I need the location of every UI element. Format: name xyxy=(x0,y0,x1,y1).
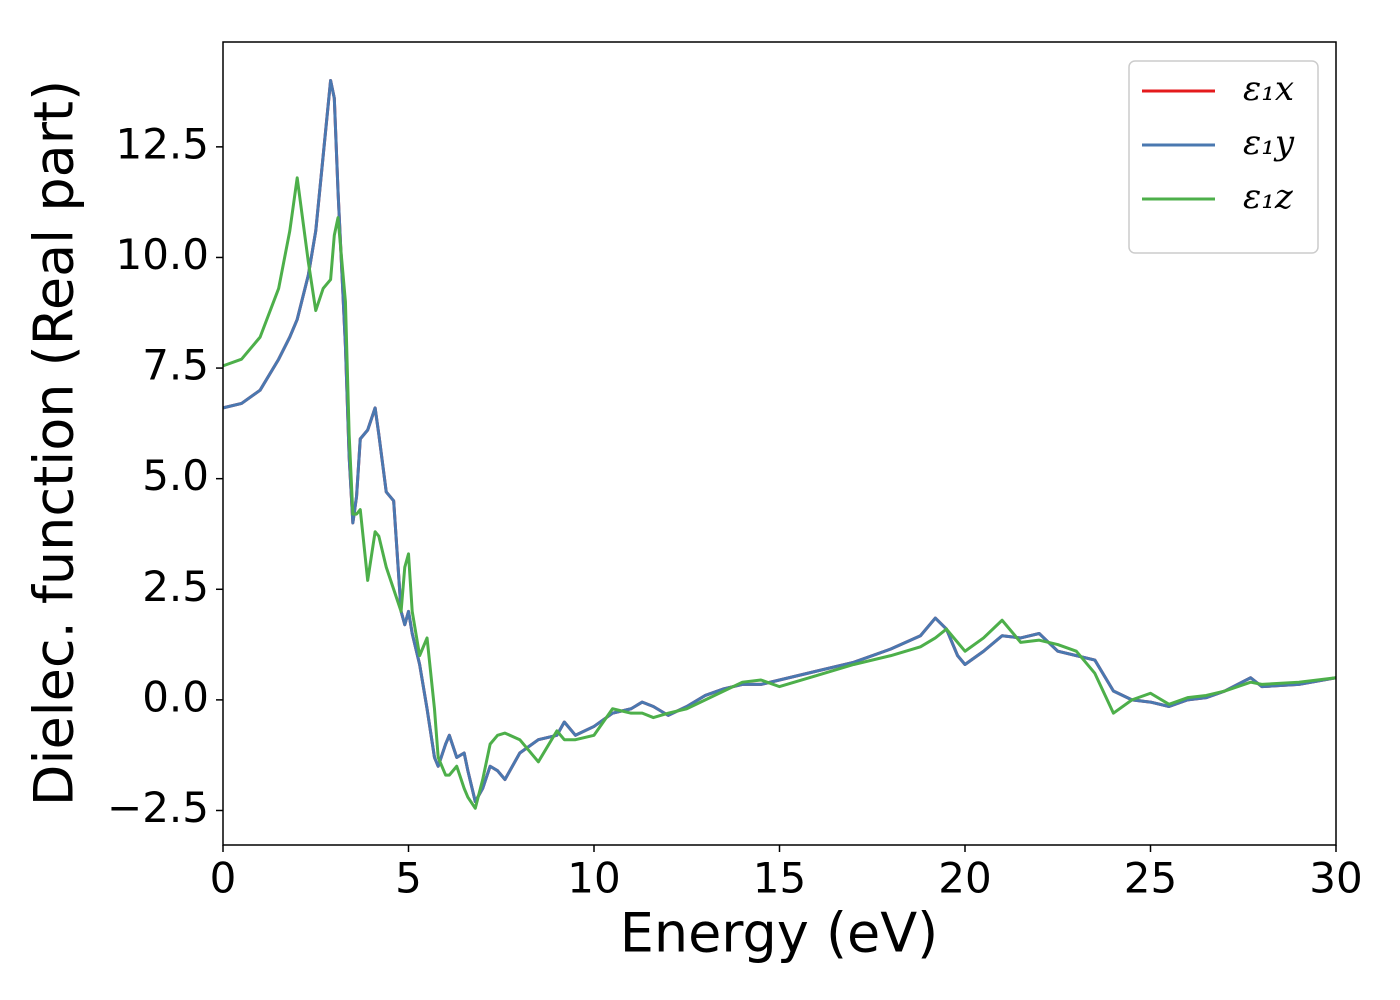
y-tick-label: 5.0 xyxy=(142,451,209,500)
y-tick-label: 0.0 xyxy=(142,672,209,721)
legend-label: ε₁y xyxy=(1243,123,1295,163)
x-tick-label: 15 xyxy=(753,854,806,903)
plot-frame xyxy=(222,41,1337,846)
legend-label: ε₁x xyxy=(1243,69,1294,109)
x-tick-label: 10 xyxy=(567,854,620,903)
y-tick-label: 2.5 xyxy=(142,562,209,611)
x-tick-label: 30 xyxy=(1309,854,1362,903)
legend-box xyxy=(1128,60,1319,254)
legend-label: ε₁z xyxy=(1243,177,1294,217)
y-tick-label: −2.5 xyxy=(107,783,209,832)
x-tick-label: 20 xyxy=(938,854,991,903)
x-tick-label: 25 xyxy=(1124,854,1177,903)
y-tick-label: 7.5 xyxy=(142,341,209,390)
x-tick-label: 5 xyxy=(395,854,422,903)
x-tick-label: 0 xyxy=(210,854,237,903)
y-tick-label: 10.0 xyxy=(115,230,209,279)
series-line xyxy=(222,176,1337,810)
x-axis-label: Energy (eV) xyxy=(620,902,939,965)
y-tick-label: 12.5 xyxy=(115,119,209,168)
y-axis-label: Dielec. function (Real part) xyxy=(23,80,86,806)
